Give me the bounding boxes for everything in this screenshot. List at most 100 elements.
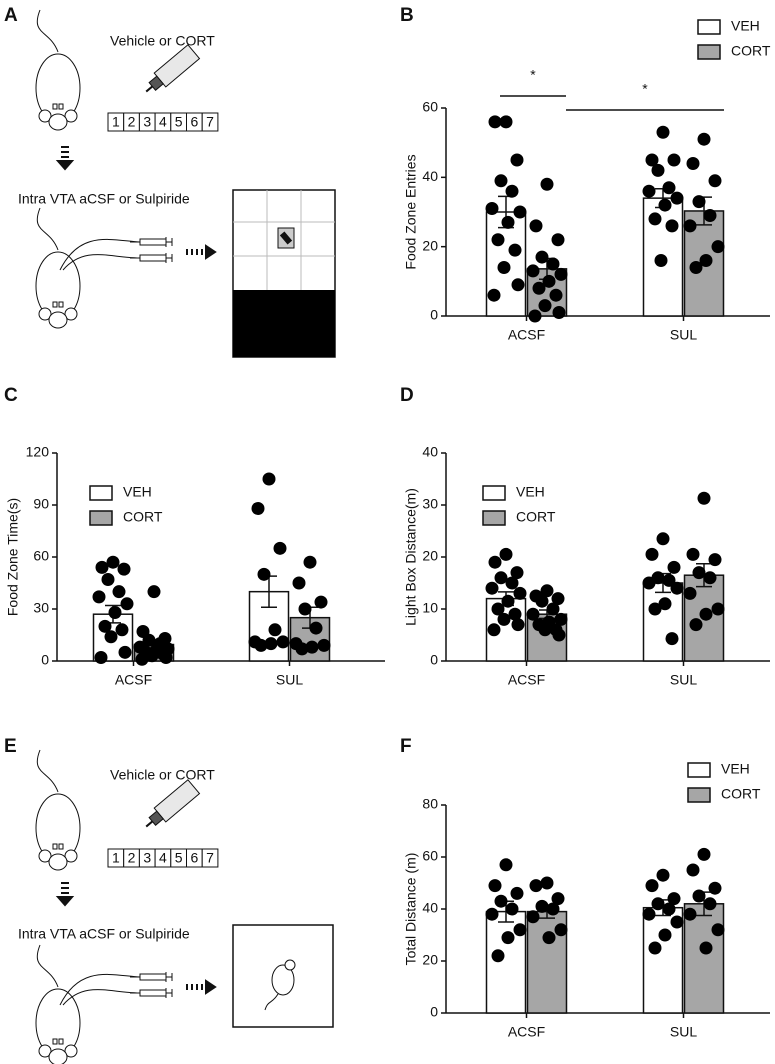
data-point	[532, 281, 546, 295]
y-tick-label: 30	[422, 496, 438, 512]
y-tick-label: 120	[26, 444, 50, 460]
legend-swatch	[89, 510, 113, 526]
bar	[683, 903, 725, 1014]
data-point	[488, 879, 502, 893]
data-point	[642, 576, 656, 590]
data-point	[689, 618, 703, 632]
data-point	[540, 584, 554, 598]
data-point	[665, 632, 679, 646]
data-point	[494, 174, 508, 188]
data-point	[542, 274, 556, 288]
y-tick-label: 0	[430, 307, 438, 323]
light-dark-box	[232, 189, 336, 358]
data-point	[552, 628, 566, 642]
data-point	[665, 219, 679, 233]
y-tick-label: 0	[430, 652, 438, 668]
x-tick-label: ACSF	[115, 672, 152, 688]
data-point	[651, 163, 665, 177]
day-number: 1	[112, 114, 120, 130]
legend-label: CORT	[123, 509, 163, 525]
data-point	[494, 894, 508, 908]
data-point	[510, 886, 524, 900]
y-tick-label: 20	[422, 952, 438, 968]
x-tick-label: SUL	[670, 327, 697, 343]
data-point	[645, 153, 659, 167]
data-point	[487, 288, 501, 302]
data-point	[505, 576, 519, 590]
data-point	[711, 923, 725, 937]
data-point	[268, 623, 282, 637]
data-point	[264, 637, 278, 651]
data-point	[485, 581, 499, 595]
y-axis-label: Light Box Distance(m)	[403, 488, 419, 626]
open-field-box	[232, 924, 334, 1028]
data-point	[257, 567, 271, 581]
day-number: 5	[175, 114, 183, 130]
day-number: 3	[143, 850, 151, 866]
data-point	[142, 633, 156, 647]
data-point	[118, 645, 132, 659]
data-point	[305, 640, 319, 654]
bar	[642, 582, 684, 662]
data-point	[699, 941, 713, 955]
y-tick-label: 10	[422, 600, 438, 616]
x-tick-label: SUL	[670, 1024, 697, 1040]
y-tick-label: 60	[422, 848, 438, 864]
day-number: 7	[206, 850, 214, 866]
data-point	[303, 555, 317, 569]
data-point	[494, 571, 508, 585]
data-point	[104, 630, 118, 644]
y-tick-label: 20	[422, 237, 438, 253]
data-point	[101, 573, 115, 587]
data-point	[526, 910, 540, 924]
data-point	[692, 889, 706, 903]
y-tick-label: 30	[33, 600, 49, 616]
data-point	[554, 923, 568, 937]
panel-label: D	[400, 385, 414, 406]
data-point	[488, 115, 502, 129]
data-point	[642, 907, 656, 921]
data-point	[645, 547, 659, 561]
data-point	[499, 858, 513, 872]
x-tick-label: SUL	[276, 672, 303, 688]
day-number: 3	[143, 114, 151, 130]
panel-label: E	[4, 736, 17, 757]
legend-label: VEH	[731, 18, 760, 34]
data-point	[683, 219, 697, 233]
data-point	[648, 212, 662, 226]
data-point	[95, 560, 109, 574]
data-point	[145, 649, 159, 663]
data-point	[108, 605, 122, 619]
data-point	[546, 257, 560, 271]
y-axis-label: Food Zone Time(s)	[5, 498, 21, 616]
data-point	[497, 612, 511, 626]
data-point	[686, 547, 700, 561]
data-point	[295, 642, 309, 656]
data-point	[487, 623, 501, 637]
legend-label: CORT	[731, 43, 771, 59]
data-point	[651, 897, 665, 911]
data-point	[551, 233, 565, 247]
significance-star: *	[642, 81, 648, 97]
data-point	[497, 260, 511, 274]
legend-swatch	[482, 485, 506, 501]
y-tick-label: 40	[422, 168, 438, 184]
data-point	[135, 652, 149, 666]
data-point	[120, 597, 134, 611]
day-number: 1	[112, 850, 120, 866]
data-point	[703, 571, 717, 585]
data-point	[529, 219, 543, 233]
panel-label: F	[400, 736, 412, 757]
legend-swatch	[697, 19, 721, 35]
data-point	[298, 602, 312, 616]
treatment-label: Vehicle or CORT	[110, 33, 215, 49]
significance-star: *	[530, 67, 536, 83]
data-point	[513, 586, 527, 600]
data-point	[699, 254, 713, 268]
data-point	[529, 879, 543, 893]
data-point	[491, 233, 505, 247]
legend-label: CORT	[516, 509, 556, 525]
data-point	[554, 612, 568, 626]
data-point	[147, 585, 161, 599]
